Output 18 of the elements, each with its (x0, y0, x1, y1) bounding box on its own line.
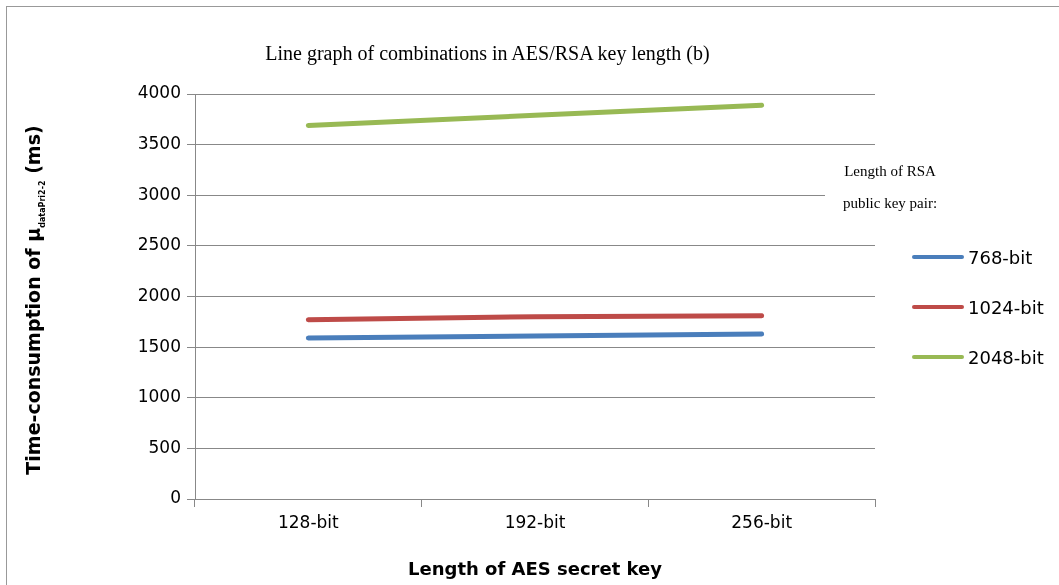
x-tick-label: 128-bit (277, 511, 340, 532)
x-tick-label: 192-bit (504, 511, 566, 532)
y-tick-label: 500 (148, 436, 181, 457)
y-tick-label: 0 (170, 487, 181, 508)
legend-label: 1024-bit (968, 296, 1044, 318)
y-tick-label: 3500 (137, 133, 181, 154)
legend-label: 2048-bit (968, 346, 1044, 368)
legend-title: Length of RSA public key pair: (825, 155, 955, 219)
y-tick-label: 4000 (137, 82, 181, 103)
y-tick-label: 1500 (137, 335, 181, 356)
x-tick-label: 256-bit (731, 511, 793, 532)
y-tick-label: 3000 (137, 183, 181, 204)
y-tick-label: 2500 (137, 234, 181, 255)
y-tick-label: 1000 (137, 386, 181, 407)
y-tick-label: 2000 (137, 284, 181, 305)
x-axis-title: Length of AES secret key (408, 557, 663, 579)
chart-title: Line graph of combinations in AES/RSA key length (b) (264, 42, 711, 65)
legend-label: 768-bit (968, 246, 1033, 268)
